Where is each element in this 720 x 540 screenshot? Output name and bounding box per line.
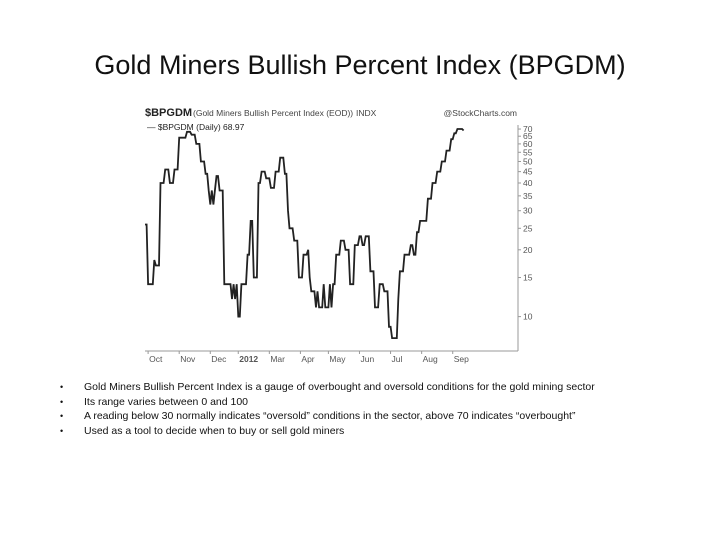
series-line-bpgdm [145,128,465,339]
bullet-list: Gold Miners Bullish Percent Index is a g… [60,380,700,438]
x-tick-label: May [329,354,346,364]
bullet-item: A reading below 30 normally indicates “o… [60,409,700,424]
x-tick-label: Mar [270,354,285,364]
chart-header-credit: @StockCharts.com [444,108,517,118]
bullet-item: Used as a tool to decide when to buy or … [60,424,700,439]
y-tick-label: 15 [523,273,533,283]
bpgdm-chart: $BPGDM (Gold Miners Bullish Percent Inde… [143,103,543,365]
x-tick-label: Sep [454,354,469,364]
x-tick-label: Jul [392,354,403,364]
y-tick-label: 40 [523,178,533,188]
y-tick-label: 35 [523,191,533,201]
y-tick-label: 70 [523,124,533,134]
y-tick-label: 30 [523,206,533,216]
x-tick-label: Aug [423,354,438,364]
y-tick-label: 55 [523,147,533,157]
y-tick-label: 10 [523,312,533,322]
chart-header-exchange: INDX [356,108,377,118]
x-tick-label: Oct [149,354,163,364]
y-tick-label: 45 [523,167,533,177]
x-tick-label: 2012 [239,354,258,364]
x-tick-label: Dec [211,354,227,364]
bullet-item: Gold Miners Bullish Percent Index is a g… [60,380,700,395]
y-tick-label: 65 [523,131,533,141]
x-tick-label: Nov [180,354,196,364]
y-tick-label: 20 [523,245,533,255]
y-tick-label: 60 [523,139,533,149]
chart-header-name: (Gold Miners Bullish Percent Index (EOD)… [193,108,353,118]
y-tick-label: 25 [523,223,533,233]
chart-svg: $BPGDM (Gold Miners Bullish Percent Inde… [145,107,533,364]
bullet-item: Its range varies between 0 and 100 [60,395,700,410]
slide-title: Gold Miners Bullish Percent Index (BPGDM… [94,50,626,80]
y-tick-label: 50 [523,156,533,166]
chart-header-symbol: $BPGDM [145,107,192,119]
x-tick-label: Jun [360,354,374,364]
chart-legend: — $BPGDM (Daily) 68.97 [147,122,245,132]
x-tick-label: Apr [301,354,314,364]
